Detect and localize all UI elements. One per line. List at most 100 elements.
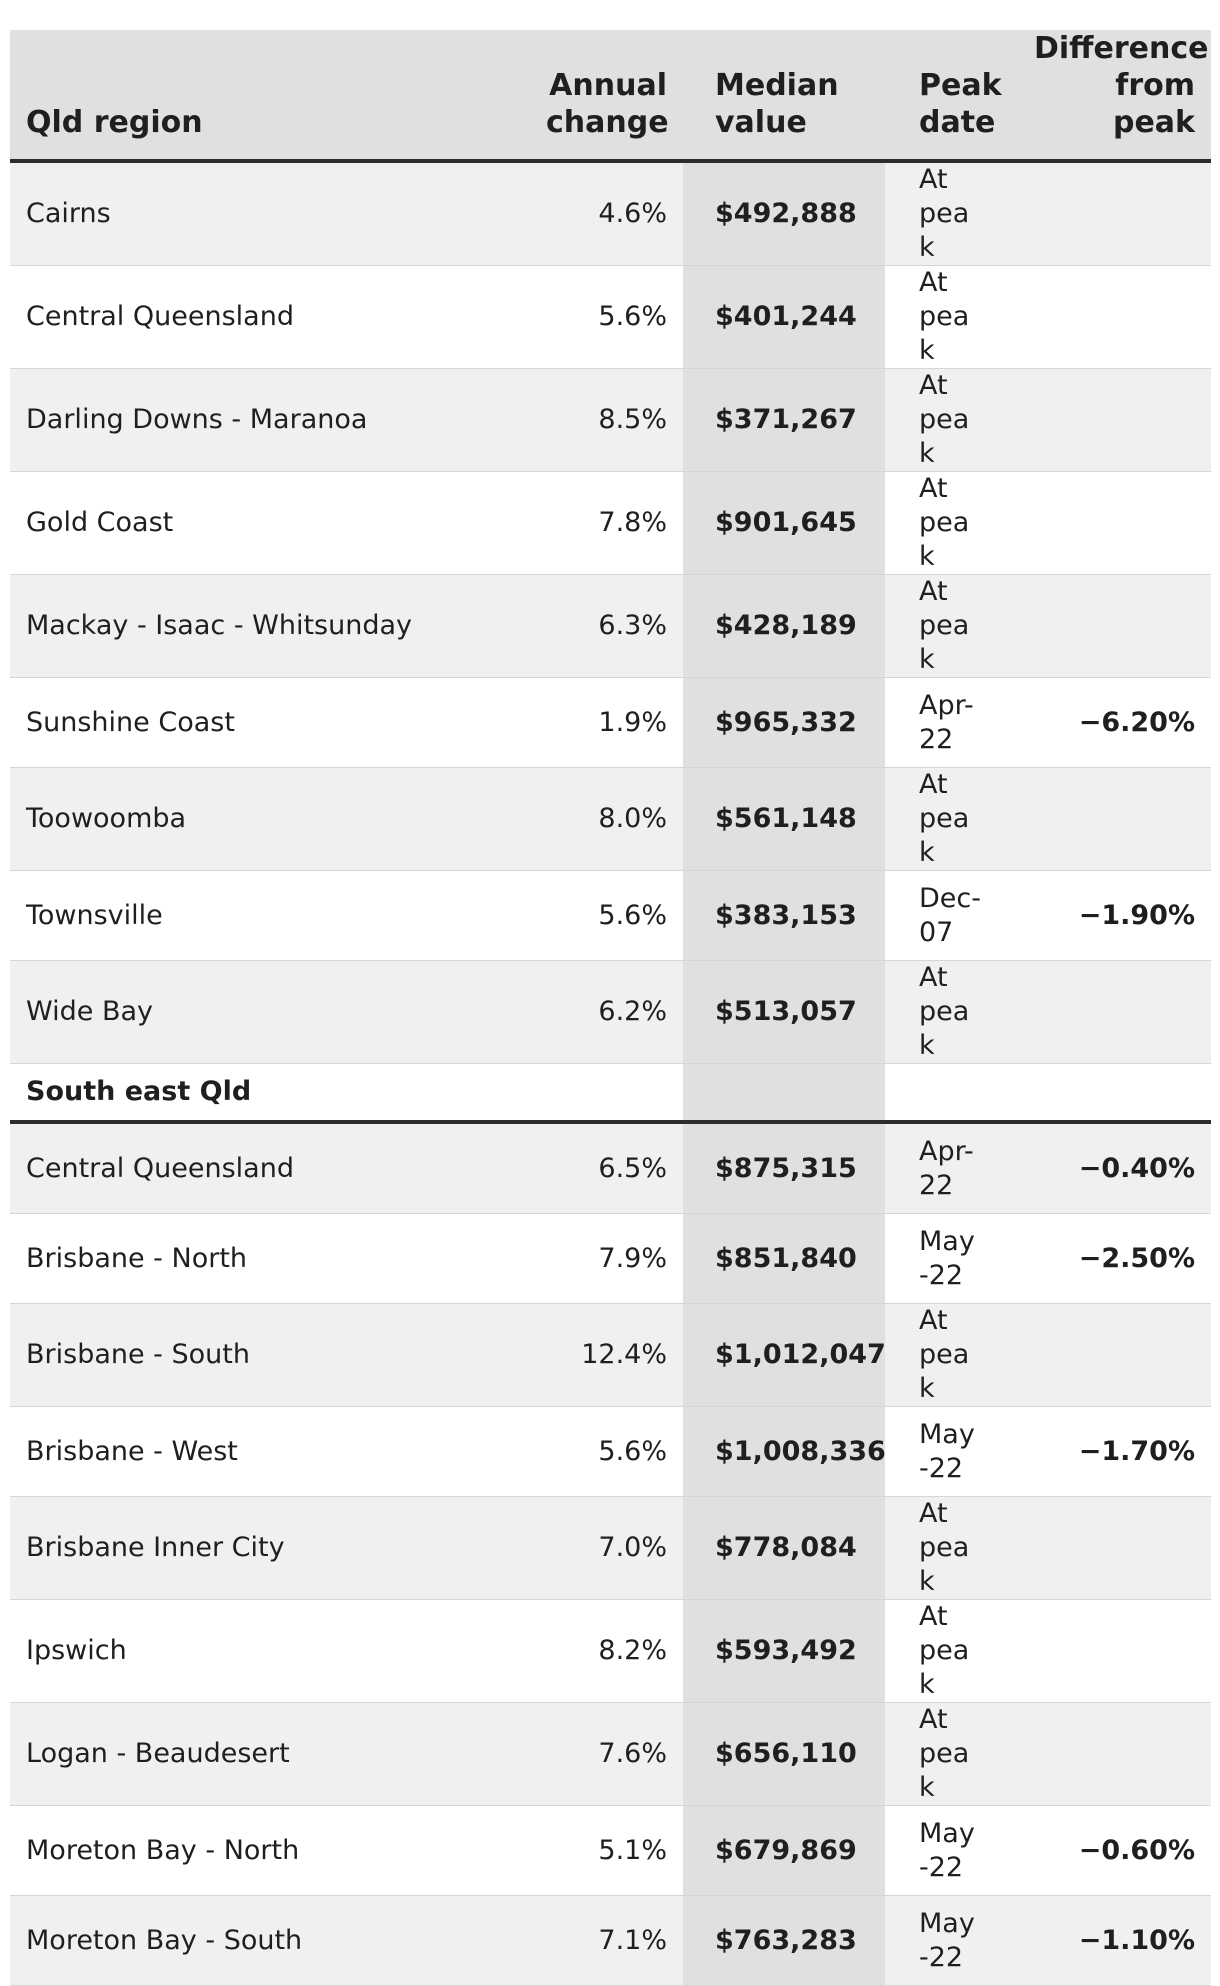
table-row: Gold Coast 7.8% $901,645 At peak bbox=[10, 471, 1211, 575]
cell-median-value: $593,492 bbox=[683, 1599, 885, 1703]
table-row: Moreton Bay - North 5.1% $679,869 May-22 −0.… bbox=[10, 1805, 1211, 1896]
cell-difference-from-peak bbox=[1018, 960, 1211, 1064]
cell-peak-date: Apr-22 bbox=[885, 677, 1018, 768]
table-row: Brisbane - North 7.9% $851,840 May-22 −2.50% bbox=[10, 1213, 1211, 1304]
cell-region: Brisbane - West bbox=[10, 1406, 530, 1497]
peak-date-text: At peak bbox=[919, 962, 970, 1061]
cell-region: Cairns bbox=[10, 161, 530, 266]
table-row: Central Queensland 6.5% $875,315 Apr-22 −0.4… bbox=[10, 1122, 1211, 1214]
table-row: Brisbane Inner City 7.0% $778,084 At peak bbox=[10, 1496, 1211, 1600]
cell-region: Darling Downs - Maranoa bbox=[10, 368, 530, 472]
peak-date-text: May-22 bbox=[919, 1225, 975, 1291]
cell-median-value: $965,332 bbox=[683, 677, 885, 768]
peak-date-text: May-22 bbox=[919, 1817, 975, 1883]
cell-region: Central Queensland bbox=[10, 265, 530, 369]
peak-date-text: Apr-22 bbox=[919, 689, 974, 755]
cell-median-value: $492,888 bbox=[683, 161, 885, 266]
cell-annual-change: 5.6% bbox=[530, 1406, 683, 1497]
table-row: Toowoomba 8.0% $561,148 At peak bbox=[10, 767, 1211, 871]
cell-region: Brisbane Inner City bbox=[10, 1496, 530, 1600]
cell-median-value: $1,012,047 bbox=[683, 1303, 886, 1407]
cell-difference-from-peak bbox=[1018, 471, 1211, 575]
cell-annual-change: 7.9% bbox=[530, 1213, 683, 1304]
cell-difference-from-peak bbox=[1018, 368, 1211, 472]
cell-annual-change: 7.8% bbox=[530, 471, 683, 575]
cell-peak-date: At peak bbox=[885, 471, 1018, 575]
cell-region: Central Queensland bbox=[10, 1122, 530, 1214]
cell-peak-date: May-22 bbox=[885, 1406, 1018, 1497]
cell-median-value: $851,840 bbox=[683, 1213, 885, 1304]
cell-annual-change: 4.6% bbox=[530, 161, 683, 266]
peak-date-text: At peak bbox=[919, 1305, 970, 1404]
peak-date-text: At peak bbox=[919, 1601, 970, 1700]
cell-median-value: $1,008,336 bbox=[683, 1406, 886, 1497]
cell-median-value: $383,153 bbox=[683, 870, 885, 961]
cell-difference-from-peak bbox=[1018, 1702, 1211, 1806]
peak-date-text: At peak bbox=[919, 1498, 970, 1597]
cell-difference-from-peak bbox=[1018, 574, 1211, 678]
table-row: Sunshine Coast 1.9% $965,332 Apr-22 −6.20% bbox=[10, 677, 1211, 768]
cell-annual-change: 5.6% bbox=[530, 265, 683, 369]
cell-annual-change: 6.3% bbox=[530, 574, 683, 678]
cell-region: Gold Coast bbox=[10, 471, 530, 575]
cell-annual-change: 8.2% bbox=[530, 1599, 683, 1703]
cell-annual-change: 8.0% bbox=[530, 767, 683, 871]
header-annual-change: Annual change bbox=[530, 30, 683, 163]
table-row: Wide Bay 6.2% $513,057 At peak bbox=[10, 960, 1211, 1064]
table-row: Ipswich 8.2% $593,492 At peak bbox=[10, 1599, 1211, 1703]
cell-annual-change: 7.6% bbox=[530, 1702, 683, 1806]
cell-peak-date: At peak bbox=[885, 1496, 1018, 1600]
cell-region: Sunshine Coast bbox=[10, 677, 530, 768]
table-row: Central Queensland 5.6% $401,244 At peak bbox=[10, 265, 1211, 369]
peak-date-text: At peak bbox=[919, 473, 970, 572]
cell-median-value: $428,189 bbox=[683, 574, 885, 678]
property-table: Qld region Annual change Median value Pe… bbox=[10, 30, 1211, 1986]
peak-date-text: At peak bbox=[919, 164, 970, 263]
cell-peak-date: Apr-22 bbox=[885, 1122, 1018, 1214]
table-row: Brisbane - South 12.4% $1,012,047 At peak bbox=[10, 1303, 1211, 1407]
cell-region: Townsville bbox=[10, 870, 530, 961]
cell-peak-date: May-22 bbox=[885, 1805, 1018, 1896]
table-row: Mackay - Isaac - Whitsunday 6.3% $428,189 A… bbox=[10, 574, 1211, 678]
header-median-value: Median value bbox=[683, 30, 885, 163]
cell-annual-change: 6.2% bbox=[530, 960, 683, 1064]
section-empty-cell bbox=[885, 1063, 1018, 1124]
header-row: Qld region Annual change Median value Pe… bbox=[10, 30, 1211, 163]
peak-date-text: Dec-07 bbox=[919, 882, 981, 948]
cell-annual-change: 12.4% bbox=[530, 1303, 683, 1407]
cell-difference-from-peak: −0.40% bbox=[1018, 1122, 1211, 1214]
cell-region: Moreton Bay - South bbox=[10, 1895, 530, 1986]
table-row: Townsville 5.6% $383,153 Dec-07 −1.90% bbox=[10, 870, 1211, 961]
cell-region: Brisbane - North bbox=[10, 1213, 530, 1304]
cell-difference-from-peak bbox=[1018, 1496, 1211, 1600]
cell-peak-date: At peak bbox=[885, 574, 1018, 678]
header-difference-from-peak: Difference from peak bbox=[1018, 30, 1211, 163]
cell-annual-change: 5.1% bbox=[530, 1805, 683, 1896]
cell-difference-from-peak bbox=[1018, 1599, 1211, 1703]
table-row: Logan - Beaudesert 7.6% $656,110 At peak bbox=[10, 1702, 1211, 1806]
section-empty-cell bbox=[683, 1063, 885, 1124]
cell-median-value: $875,315 bbox=[683, 1122, 885, 1214]
peak-date-text: At peak bbox=[919, 1704, 970, 1803]
cell-difference-from-peak: −2.50% bbox=[1018, 1213, 1211, 1304]
cell-difference-from-peak bbox=[1018, 161, 1211, 266]
cell-median-value: $371,267 bbox=[683, 368, 885, 472]
cell-peak-date: May-22 bbox=[885, 1895, 1018, 1986]
cell-annual-change: 6.5% bbox=[530, 1122, 683, 1214]
cell-median-value: $679,869 bbox=[683, 1805, 885, 1896]
cell-difference-from-peak: −1.10% bbox=[1018, 1895, 1211, 1986]
cell-difference-from-peak: −1.90% bbox=[1018, 870, 1211, 961]
peak-date-text: At peak bbox=[919, 769, 970, 868]
peak-date-text: At peak bbox=[919, 370, 970, 469]
cell-peak-date: At peak bbox=[885, 1702, 1018, 1806]
cell-annual-change: 1.9% bbox=[530, 677, 683, 768]
cell-annual-change: 7.1% bbox=[530, 1895, 683, 1986]
cell-median-value: $656,110 bbox=[683, 1702, 885, 1806]
cell-peak-date: May-22 bbox=[885, 1213, 1018, 1304]
table-row: Brisbane - West 5.6% $1,008,336 May-22 −1.70… bbox=[10, 1406, 1211, 1497]
cell-annual-change: 5.6% bbox=[530, 870, 683, 961]
cell-peak-date: At peak bbox=[885, 960, 1018, 1064]
cell-region: Wide Bay bbox=[10, 960, 530, 1064]
table-body: Cairns 4.6% $492,888 At peak Central Queensl… bbox=[10, 161, 1211, 1986]
property-table-container: Qld region Annual change Median value Pe… bbox=[10, 30, 1211, 1986]
